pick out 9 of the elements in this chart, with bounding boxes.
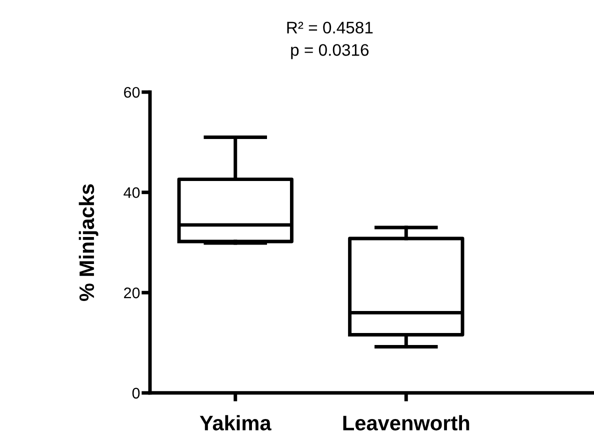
chart-title: R² = 0.4581 xyxy=(287,22,373,34)
x-tick-label: Yakima xyxy=(200,415,272,430)
y-tick-label: 60 xyxy=(124,86,140,98)
y-axis-title: % Minijacks xyxy=(78,184,98,302)
y-tick-label: 40 xyxy=(124,187,140,198)
chart-subtitle: p = 0.0316 xyxy=(291,44,369,60)
x-tick-label: Leavenworth xyxy=(343,415,470,430)
y-tick-label: 20 xyxy=(124,288,140,298)
y-tick-label: 0 xyxy=(132,388,140,399)
